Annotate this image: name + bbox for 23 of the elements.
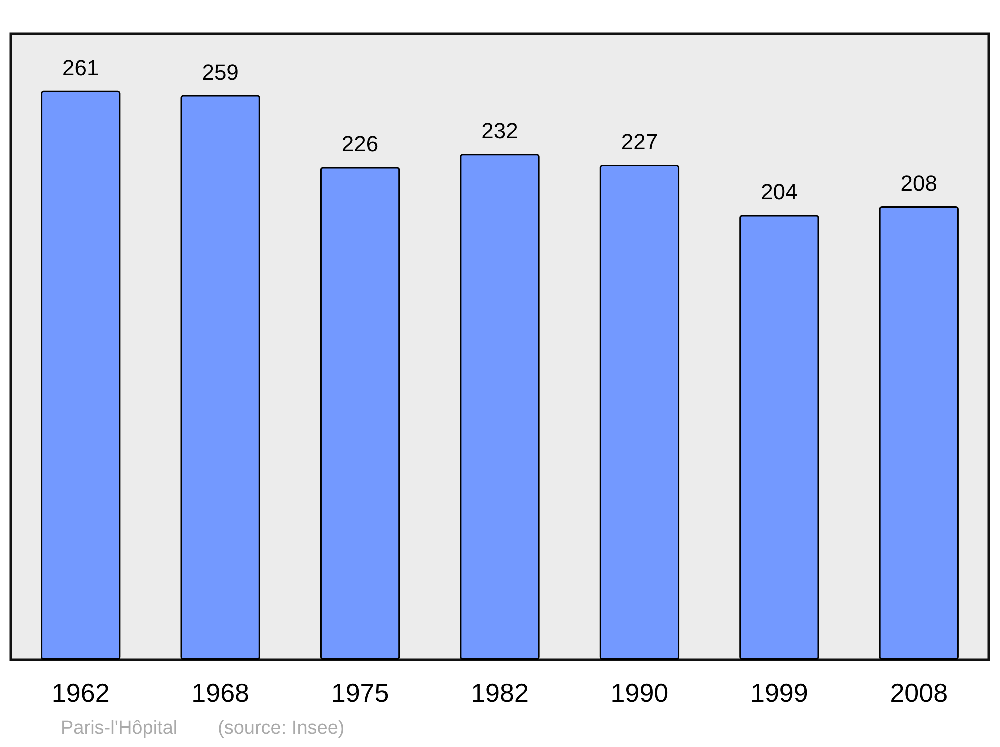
x-tick-label: 1982 [471,678,529,708]
data-label: 204 [761,180,798,205]
data-label: 226 [342,132,379,157]
x-tick-label: 2008 [890,678,948,708]
text: (source: Insee) [218,718,345,739]
bar [600,165,680,660]
data-label: 261 [62,55,100,80]
data-label: 227 [621,130,658,155]
x-tick-label: 1990 [610,678,669,708]
bar [320,167,400,660]
data-label: 208 [900,170,938,196]
bar [879,206,959,660]
x-tick-label: 1975 [331,678,390,708]
x-tick-label: 1999 [750,678,808,708]
x-tick-label: 1968 [192,678,250,708]
bar [740,215,820,660]
data-label: 232 [482,118,518,144]
x-tick-label: 1962 [52,678,110,708]
data-label: 259 [202,60,239,85]
text: Paris-l'Hôpital [61,718,178,739]
bar [180,95,260,660]
bar [460,154,540,660]
bar [41,90,121,660]
